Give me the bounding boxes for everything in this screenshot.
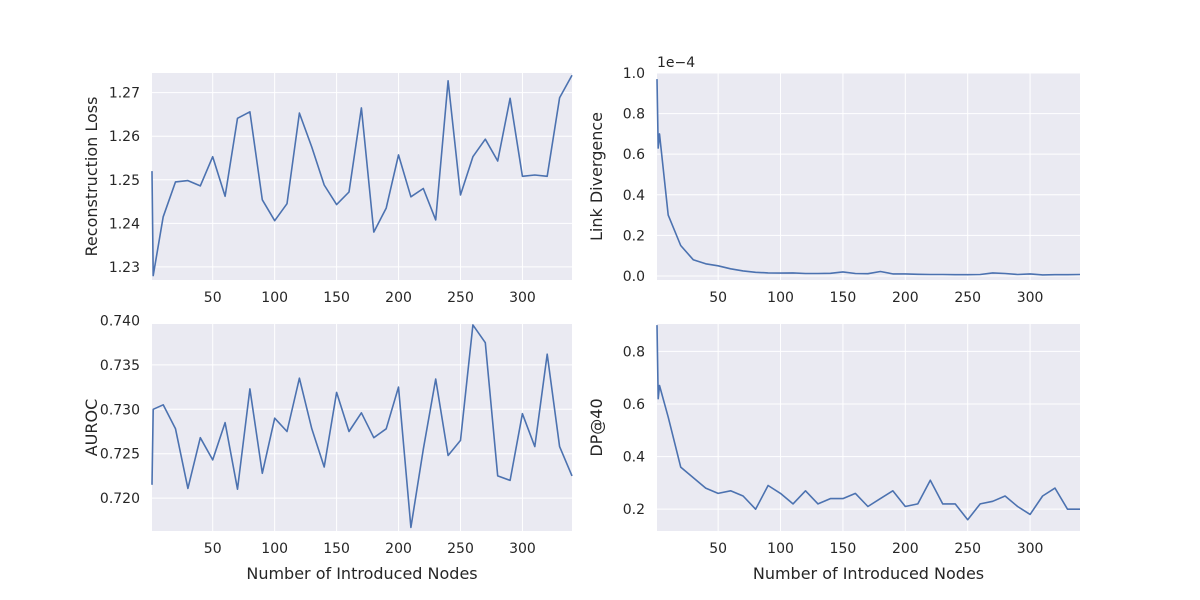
x-tick-label: 150 xyxy=(830,290,857,306)
y-axis-label: AUROC xyxy=(82,399,101,457)
y-tick-label: 0.740 xyxy=(100,313,140,329)
y-tick-label: 0.8 xyxy=(623,107,645,123)
x-axis-label: Number of Introduced Nodes xyxy=(753,564,984,583)
plot-area xyxy=(152,324,572,531)
y-tick-label: 0.6 xyxy=(623,147,645,163)
y-axis-label: DP@40 xyxy=(587,398,606,456)
x-tick-label: 200 xyxy=(385,541,412,557)
x-tick-label: 200 xyxy=(385,290,412,306)
x-tick-label: 250 xyxy=(954,541,981,557)
plot-area xyxy=(657,73,1080,280)
x-tick-label: 50 xyxy=(709,290,727,306)
x-tick-label: 100 xyxy=(767,290,794,306)
y-tick-label: 0.0 xyxy=(623,269,645,285)
y-tick-label: 0.725 xyxy=(100,447,140,463)
y-tick-label: 0.720 xyxy=(100,491,140,507)
y-tick-label: 1.25 xyxy=(109,173,140,189)
x-tick-label: 100 xyxy=(261,290,288,306)
dp40-panel: 50 100 150 200 250 300 0.2 0.4 0.6 0.8 DP@40 Number… xyxy=(587,324,1080,583)
series-line xyxy=(656,325,1080,521)
y-tick-label: 0.730 xyxy=(100,402,140,418)
x-tick-label: 300 xyxy=(1017,290,1044,306)
x-tick-label: 150 xyxy=(830,541,857,557)
y-tick-label: 1.0 xyxy=(623,66,645,82)
series-line xyxy=(151,324,573,529)
y-tick-label: 0.4 xyxy=(623,450,645,466)
x-tick-label: 200 xyxy=(892,290,919,306)
y-tick-label: 0.4 xyxy=(623,188,645,204)
y-tick-label: 0.735 xyxy=(100,358,140,374)
y-axis-label: Reconstruction Loss xyxy=(82,97,101,257)
y-axis-label: Link Divergence xyxy=(587,112,606,241)
series-line xyxy=(151,74,573,277)
y-tick-label: 1.26 xyxy=(109,129,140,145)
reconstruction-loss-panel: 50 100 150 200 250 300 1.23 1.24 1.25 1.26 1.27 Rec… xyxy=(82,73,573,306)
y-tick-label: 1.24 xyxy=(109,216,140,232)
x-tick-label: 100 xyxy=(767,541,794,557)
y-tick-label: 1.27 xyxy=(109,86,140,102)
x-tick-label: 50 xyxy=(709,541,727,557)
x-tick-label: 300 xyxy=(1017,541,1044,557)
y-tick-label: 0.2 xyxy=(623,502,645,518)
series-line xyxy=(656,79,1081,276)
x-tick-label: 300 xyxy=(509,541,536,557)
x-tick-label: 150 xyxy=(323,290,350,306)
x-tick-label: 250 xyxy=(954,290,981,306)
x-tick-label: 200 xyxy=(892,541,919,557)
y-tick-label: 1.23 xyxy=(109,260,140,276)
auroc-panel: 50 100 150 200 250 300 0.720 0.725 0.730 0.735 0.7… xyxy=(82,313,573,583)
x-tick-label: 250 xyxy=(447,541,474,557)
x-axis-label: Number of Introduced Nodes xyxy=(246,564,477,583)
x-tick-label: 100 xyxy=(261,541,288,557)
x-tick-label: 50 xyxy=(204,541,222,557)
y-tick-label: 0.6 xyxy=(623,397,645,413)
link-divergence-panel: 50 100 150 200 250 300 0.0 0.2 0.4 0.6 0.8 1.0 Link … xyxy=(587,55,1081,306)
x-tick-label: 150 xyxy=(323,541,350,557)
y-tick-label: 0.2 xyxy=(623,228,645,244)
x-tick-label: 50 xyxy=(204,290,222,306)
axis-scale-label: 1e−4 xyxy=(657,55,695,71)
x-tick-label: 250 xyxy=(447,290,474,306)
x-tick-label: 300 xyxy=(509,290,536,306)
plot-area xyxy=(657,324,1080,531)
y-tick-label: 0.8 xyxy=(623,344,645,360)
